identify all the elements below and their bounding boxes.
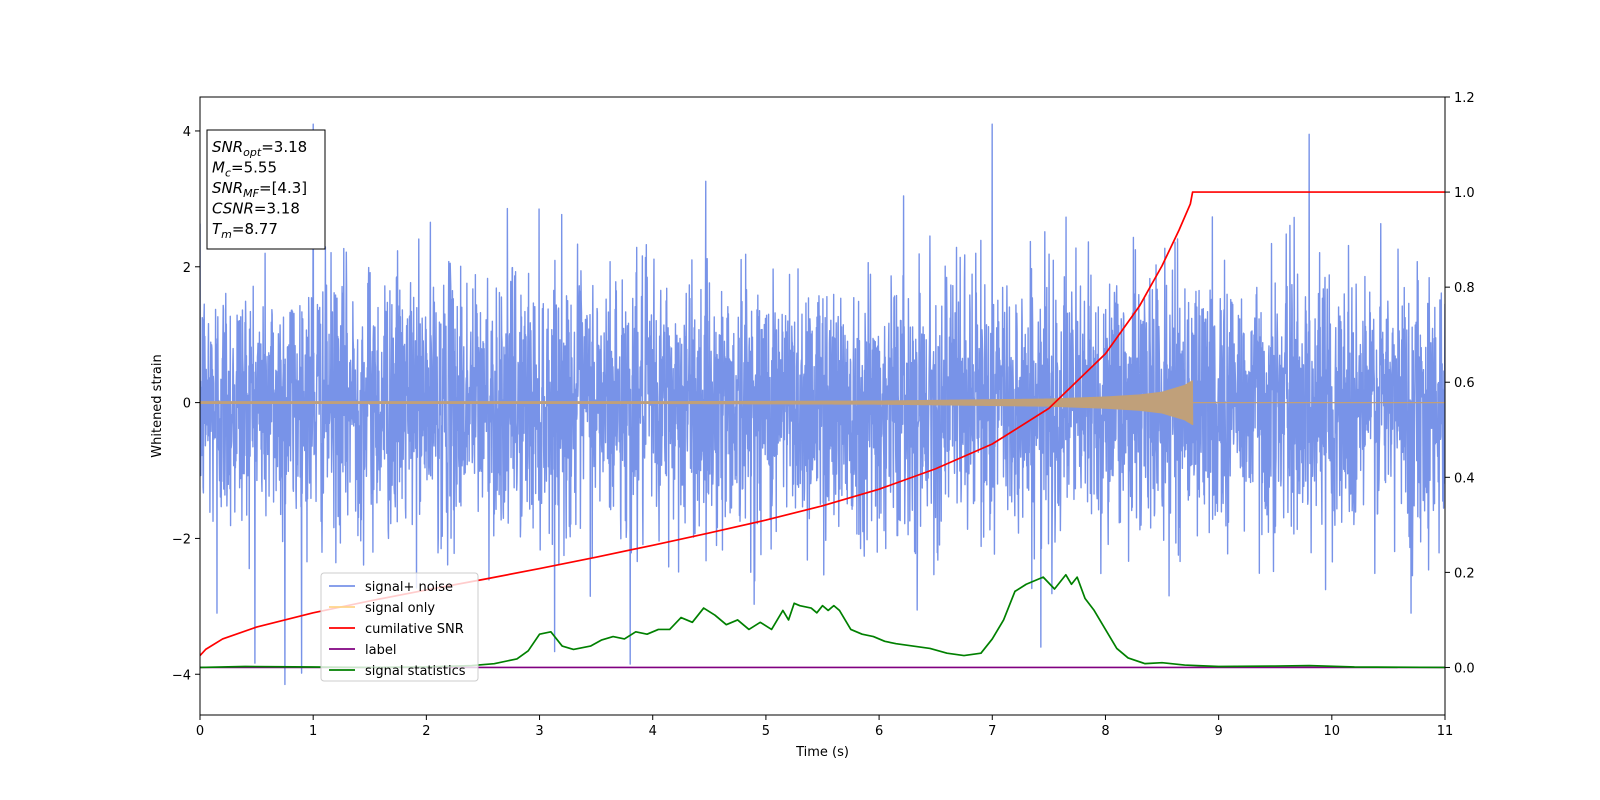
info-box-line: CSNR=3.18 [212, 200, 300, 218]
y-axis-label: Whitened strain [150, 354, 165, 457]
legend-entry-label: signal only [365, 601, 435, 616]
series-signal-plus-noise [200, 123, 1445, 686]
info-box [206, 129, 326, 250]
x-tick-label: 4 [649, 724, 657, 739]
y-right-tick-label: 0.0 [1454, 661, 1475, 676]
x-tick-label: 9 [1214, 724, 1222, 739]
series-signal-statistics [200, 573, 1445, 669]
legend-entry-label: cumilative SNR [365, 622, 464, 637]
x-tick-label: 3 [535, 724, 543, 739]
y-left-tick-label: 4 [183, 125, 191, 140]
x-tick-label: 8 [1101, 724, 1109, 739]
y-right-tick-label: 0.4 [1454, 471, 1475, 486]
y-right-tick-label: 0.2 [1454, 566, 1475, 581]
y-left-tick-label: 0 [183, 397, 191, 412]
info-box-line: SNRopt=3.18 [212, 138, 307, 159]
y-left-tick-label: −2 [172, 532, 191, 547]
x-tick-label: 11 [1437, 724, 1454, 739]
x-tick-label: 10 [1324, 724, 1341, 739]
legend-entry-label: signal statistics [365, 664, 466, 679]
y-right-tick-label: 1.0 [1454, 186, 1475, 201]
legend-entry-label: signal+ noise [365, 580, 453, 595]
x-axis-label: Time (s) [795, 745, 849, 760]
x-tick-label: 6 [875, 724, 883, 739]
x-tick-label: 1 [309, 724, 317, 739]
series-signal-only [200, 380, 1445, 426]
x-tick-label: 7 [988, 724, 996, 739]
legend [320, 572, 479, 682]
y-right-tick-label: 0.6 [1454, 376, 1475, 391]
y-left-tick-label: 2 [183, 261, 191, 276]
y-right-tick-label: 0.8 [1454, 281, 1475, 296]
x-tick-label: 0 [196, 724, 204, 739]
y-right-tick-label: 1.2 [1454, 91, 1475, 106]
plot-frame [199, 96, 1446, 716]
x-tick-label: 2 [422, 724, 430, 739]
info-box-line: Mc=5.55 [212, 159, 277, 180]
y-left-tick-label: −4 [172, 668, 191, 683]
info-box-line: SNRMF=[4.3] [212, 179, 307, 200]
legend-entry-label: label [365, 643, 396, 658]
x-tick-label: 5 [762, 724, 770, 739]
info-box-line: Tm=8.77 [212, 220, 278, 241]
